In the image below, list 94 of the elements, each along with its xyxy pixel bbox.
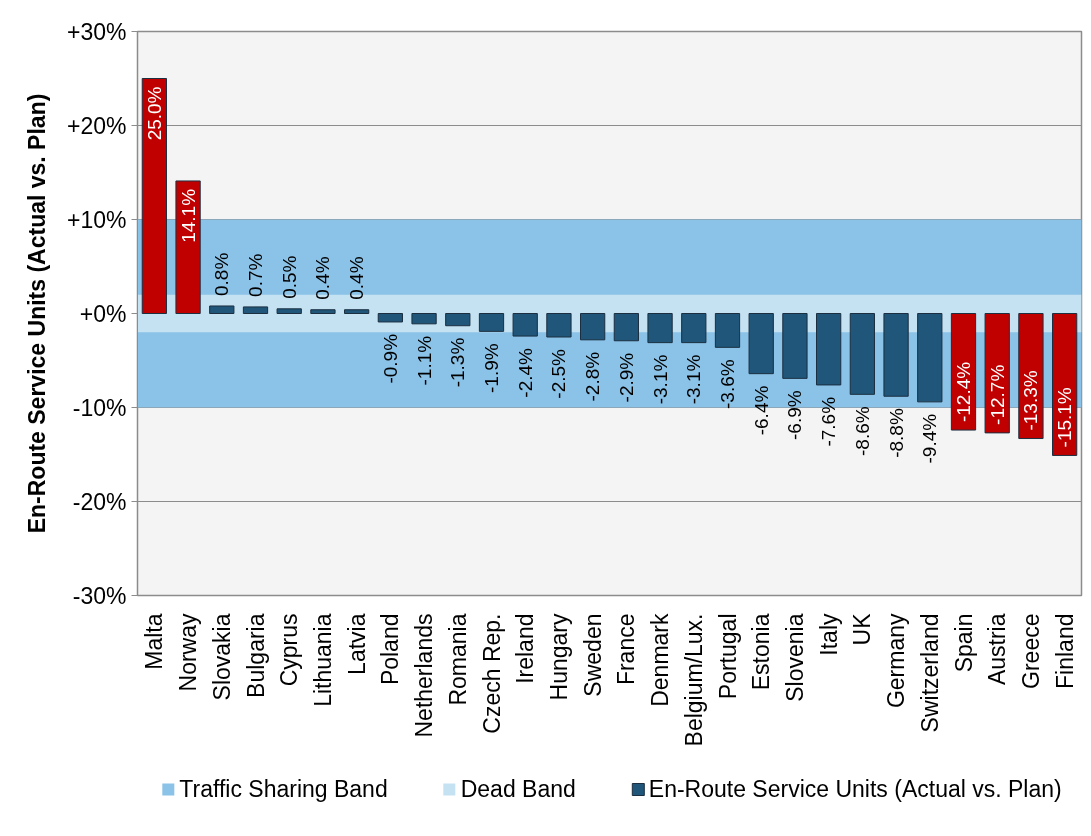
bar	[377, 313, 403, 323]
bar	[883, 313, 909, 397]
data-label: -3.6%	[717, 359, 738, 409]
data-label: 0.7%	[245, 253, 266, 297]
data-label: -6.9%	[784, 390, 806, 440]
x-tick-label: Netherlands	[411, 613, 438, 738]
y-tick-label: -10%	[72, 394, 127, 421]
x-tick-label: Ireland	[512, 613, 539, 684]
bar	[849, 313, 875, 395]
x-tick-label: Hungary	[545, 613, 572, 701]
data-label: -15.1%	[1054, 387, 1076, 448]
bar	[209, 305, 235, 314]
x-tick-label: Romania	[444, 613, 471, 706]
x-tick-label: Norway	[175, 613, 202, 692]
x-tick-label: Portugal	[714, 613, 741, 700]
x-tick-label: France	[613, 613, 640, 686]
bar	[1018, 313, 1044, 440]
data-label: -6.4%	[750, 385, 772, 436]
y-tick-label: +30%	[67, 18, 127, 45]
data-label: -8.6%	[851, 406, 873, 456]
y-tick-label: +20%	[67, 112, 127, 139]
y-tick-label: -30%	[72, 582, 127, 609]
data-label: -2.9%	[615, 352, 637, 403]
bar	[613, 313, 639, 342]
data-label: -1.3%	[447, 337, 469, 388]
bar	[917, 313, 943, 403]
data-label: -8.8%	[885, 408, 907, 458]
bar	[512, 313, 538, 337]
data-label: 14.1%	[177, 188, 199, 243]
data-label: -2.4%	[514, 347, 536, 398]
x-tick-label: Greece	[1017, 613, 1044, 689]
x-tick-label: Denmark	[647, 613, 674, 707]
legend-label: En-Route Service Units (Actual vs. Plan)	[648, 775, 1062, 803]
legend-label: Dead Band	[460, 775, 576, 803]
x-tick-label: Slovakia	[208, 613, 235, 701]
data-label: -7.6%	[818, 396, 840, 447]
bar	[782, 313, 808, 379]
x-tick-label: Belgium/Lux.	[680, 613, 707, 747]
x-tick-label: Austria	[984, 613, 1011, 686]
bar	[310, 309, 336, 314]
x-tick-label: Switzerland	[916, 613, 943, 733]
data-label: 0.5%	[278, 255, 300, 299]
bar	[242, 306, 269, 314]
bar	[1052, 313, 1078, 456]
data-label: 0.4%	[346, 256, 368, 300]
data-label: -2.8%	[582, 351, 604, 402]
data-label: -1.1%	[413, 335, 435, 386]
bar	[141, 78, 167, 314]
bar	[276, 308, 302, 314]
x-tick-label: Sweden	[579, 613, 606, 697]
x-tick-label: Bulgaria	[242, 613, 269, 698]
bar	[681, 313, 707, 344]
data-label: -2.5%	[548, 348, 570, 399]
y-tick-label: +10%	[67, 206, 127, 233]
bar	[546, 313, 572, 338]
data-label: -3.1%	[649, 354, 671, 405]
x-tick-label: Estonia	[748, 613, 775, 691]
bar	[580, 313, 606, 341]
bar	[647, 313, 673, 344]
bar	[816, 313, 842, 386]
y-tick-label: +0%	[79, 300, 127, 327]
x-tick-label: Spain	[950, 613, 977, 673]
bar	[478, 313, 505, 332]
data-label: -12.7%	[986, 364, 1008, 425]
bar	[445, 313, 471, 327]
bar	[984, 313, 1010, 434]
x-tick-label: Poland	[377, 613, 404, 686]
data-label: -3.1%	[683, 354, 705, 405]
data-label: 0.4%	[312, 256, 334, 300]
x-tick-label: Cyprus	[276, 613, 303, 687]
data-label: -9.4%	[919, 413, 941, 464]
data-label: -1.9%	[481, 343, 502, 393]
x-tick-label: Latvia	[343, 613, 370, 675]
y-axis-title: En-Route Service Units (Actual vs. Plan)	[24, 93, 51, 534]
data-label: -0.9%	[379, 333, 401, 384]
bar	[748, 313, 774, 375]
x-tick-label: Slovenia	[781, 613, 808, 702]
x-tick-label: Malta	[141, 613, 168, 670]
bar	[175, 180, 201, 314]
legend-label: Traffic Sharing Band	[179, 775, 388, 803]
bar	[714, 313, 741, 348]
data-label: 25.0%	[143, 86, 165, 141]
data-label: -13.3%	[1020, 370, 1042, 431]
x-tick-label: Italy	[815, 613, 842, 656]
x-tick-label: Finland	[1051, 613, 1078, 689]
x-tick-label: Lithuania	[309, 613, 336, 707]
y-tick-label: -20%	[72, 488, 127, 515]
data-label: 0.8%	[211, 252, 233, 296]
bar	[344, 309, 370, 314]
data-label: -12.4%	[953, 361, 974, 423]
x-tick-label: Germany	[883, 613, 910, 709]
x-tick-label: Czech Rep.	[478, 613, 505, 734]
bar	[411, 313, 437, 325]
x-tick-label: UK	[849, 612, 876, 646]
